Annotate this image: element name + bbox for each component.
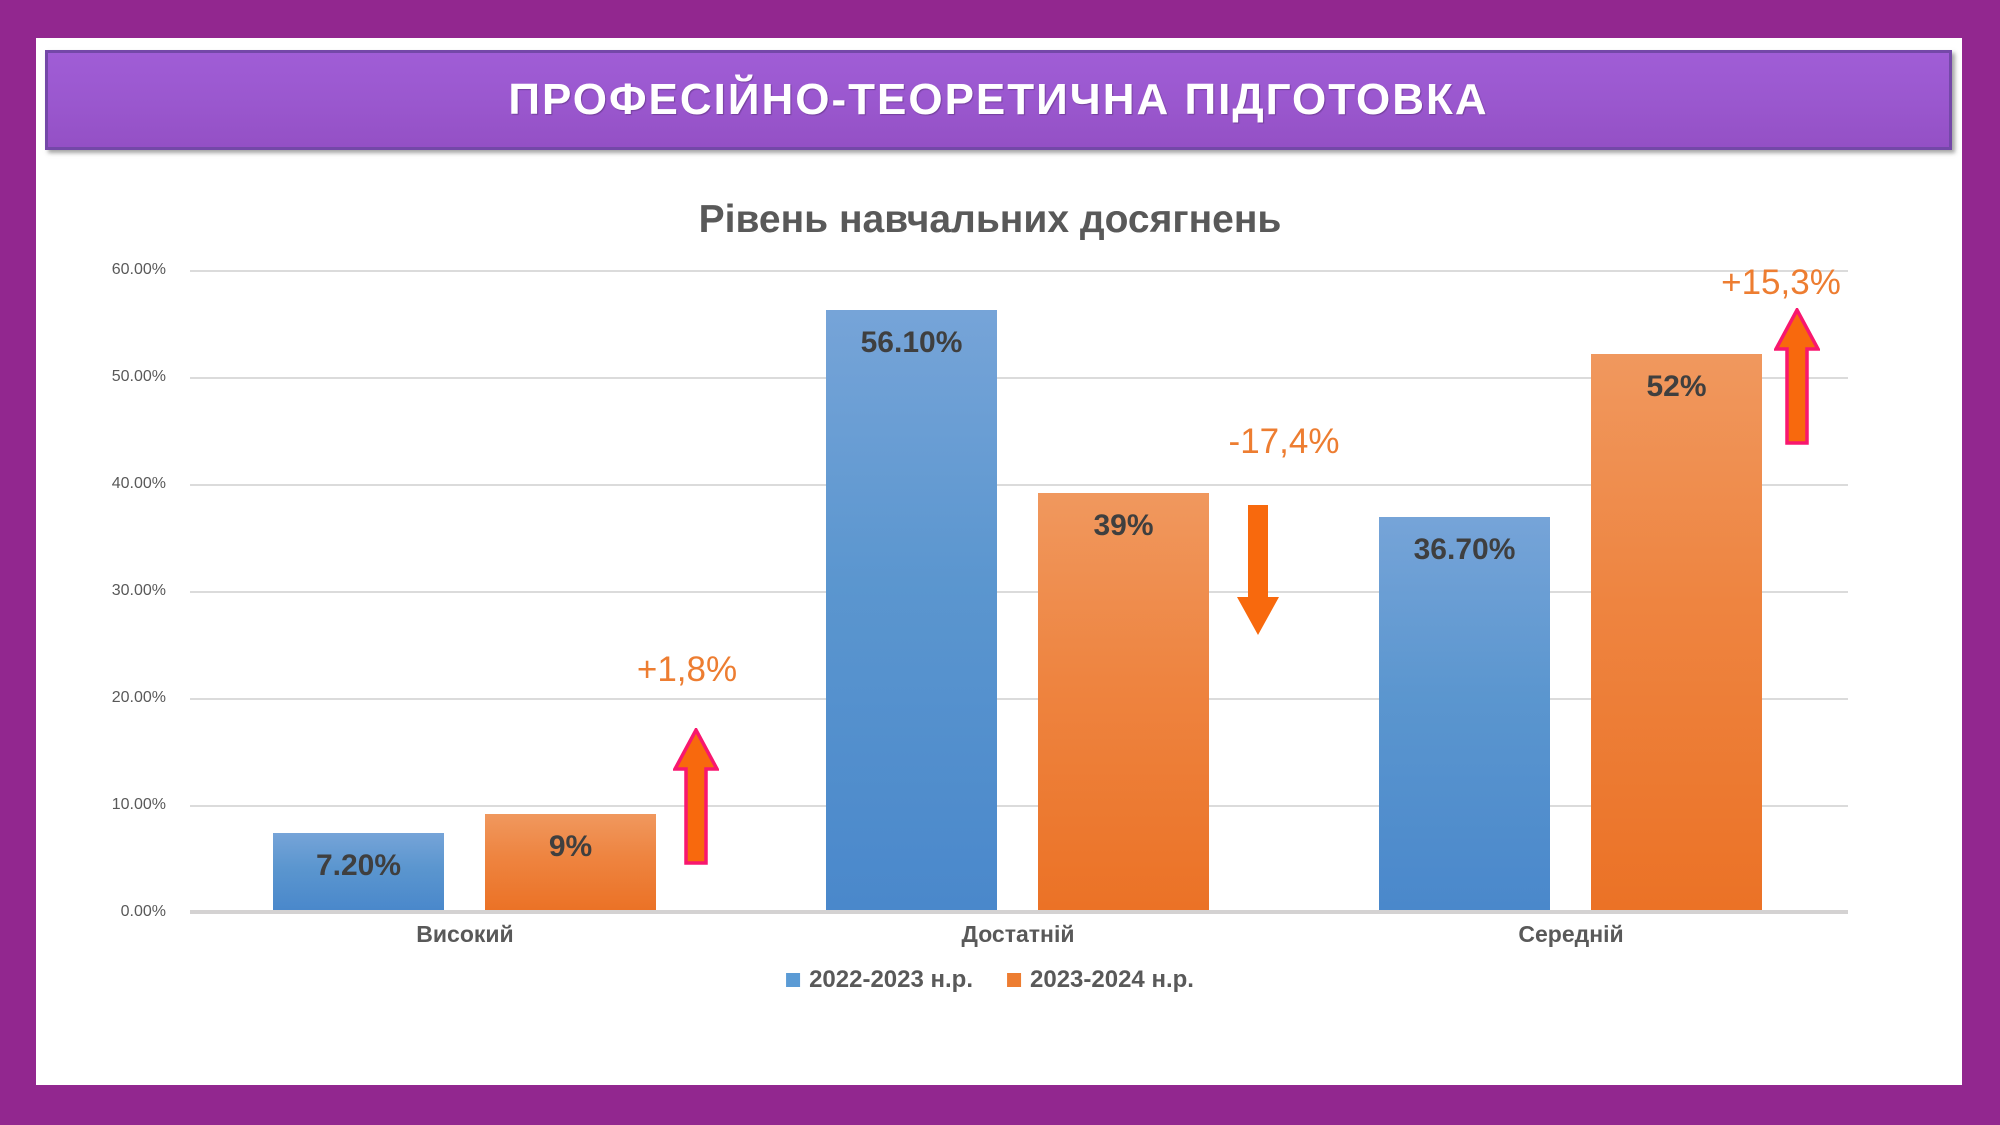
bar-value-label: 9%: [548, 830, 593, 863]
gridline-10: [190, 805, 1848, 807]
gridline-20: [190, 698, 1848, 700]
y-tick-label: 40.00%: [111, 475, 166, 492]
y-tick-label: 60.00%: [111, 261, 166, 278]
page-title: ПРОФЕСІЙНО-ТЕОРЕТИЧНА ПІДГОТОВКА: [508, 75, 1489, 124]
increase-arrow-icon: [673, 728, 719, 865]
bar-2022-2023-dostatnii: 56.10%: [826, 310, 997, 910]
decrease-arrow-icon: [1237, 505, 1279, 635]
title-banner: ПРОФЕСІЙНО-ТЕОРЕТИЧНА ПІДГОТОВКА: [45, 50, 1952, 150]
bar-value-label: 7.20%: [315, 849, 402, 882]
bar-2022-2023-serednii: 36.70%: [1379, 517, 1550, 910]
y-tick-label: 10.00%: [111, 796, 166, 813]
gridline-50: [190, 377, 1848, 379]
bar-value-label: 39%: [1093, 509, 1154, 542]
legend-label: 2022-2023 н.р.: [809, 966, 973, 993]
y-tick-label: 50.00%: [111, 368, 166, 385]
bar-value-label: 56.10%: [860, 326, 963, 359]
gridline-40: [190, 484, 1848, 486]
bar-value-label: 52%: [1646, 370, 1707, 403]
gridline-60: [190, 270, 1848, 272]
bar-value-label: 36.70%: [1413, 533, 1516, 566]
annotation-value: +15,3%: [1721, 263, 1841, 302]
category-label-vysokyi: Високий: [416, 921, 514, 947]
legend-swatch-blue: [786, 973, 801, 987]
legend-label: 2023-2024 н.р.: [1030, 966, 1194, 993]
legend-item-2023-2024: 2023-2024 н.р.: [1007, 966, 1194, 994]
bar-2023-2024-vysokyi: 9%: [485, 814, 656, 910]
chart-title: Рівень навчальних досягнень: [698, 198, 1282, 241]
annotation-value: +1,8%: [636, 650, 738, 689]
annotation-value: -17,4%: [1228, 422, 1340, 461]
legend: 2022-2023 н.р. 2023-2024 н.р.: [786, 966, 1194, 994]
x-axis-line: [190, 910, 1848, 914]
bar-2023-2024-dostatnii: 39%: [1038, 493, 1209, 910]
plot-area: 60.00% 50.00% 40.00% 30.00% 20.00% 10.00…: [112, 262, 1848, 947]
bar-2023-2024-serednii: 52%: [1591, 354, 1762, 910]
y-tick-label: 20.00%: [111, 689, 166, 706]
y-tick-label: 0.00%: [120, 903, 166, 920]
category-label-serednii: Середній: [1518, 921, 1624, 947]
bar-2022-2023-vysokyi: 7.20%: [273, 833, 444, 910]
legend-item-2022-2023: 2022-2023 н.р.: [786, 966, 973, 994]
y-tick-label: 30.00%: [111, 582, 166, 599]
gridline-30: [190, 591, 1848, 593]
legend-swatch-orange: [1007, 973, 1021, 987]
increase-arrow-icon: [1774, 308, 1820, 445]
category-label-dostatnii: Достатній: [961, 921, 1075, 947]
